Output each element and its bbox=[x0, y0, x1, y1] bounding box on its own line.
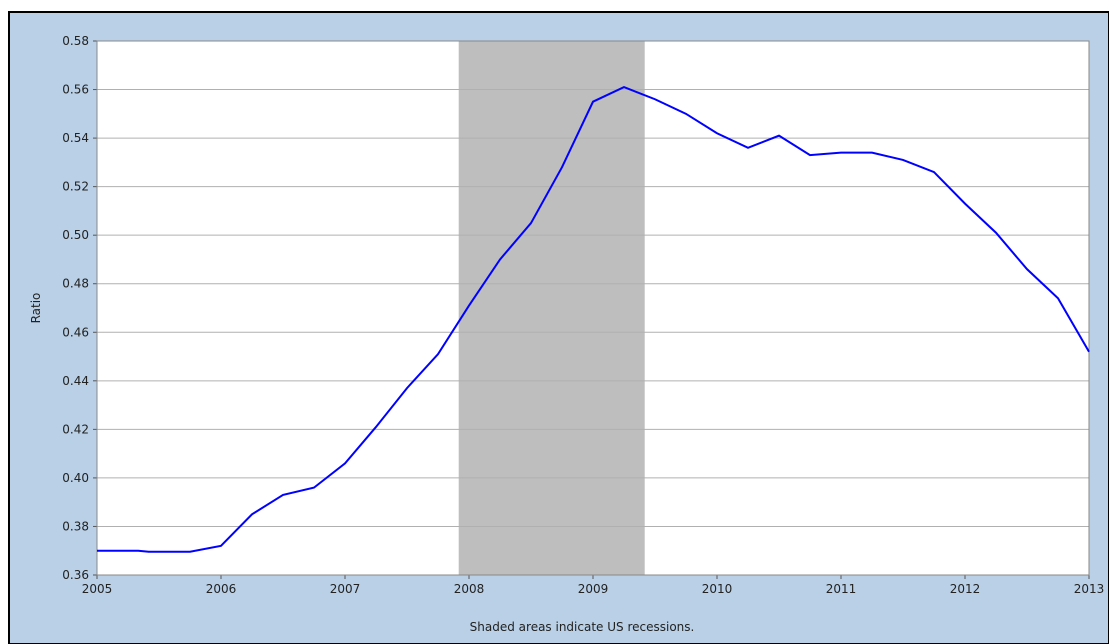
x-tick-label: 2006 bbox=[206, 582, 237, 596]
x-tick-label: 2012 bbox=[950, 582, 981, 596]
y-tick-label: 0.48 bbox=[62, 277, 89, 291]
x-tick-label: 2007 bbox=[330, 582, 361, 596]
data-line bbox=[97, 86, 1090, 553]
x-tick-label: 2009 bbox=[578, 582, 609, 596]
y-tick-label: 0.52 bbox=[62, 180, 89, 194]
y-tick-label: 0.58 bbox=[62, 34, 89, 48]
y-axis-label: Ratio bbox=[29, 293, 43, 324]
y-tick-label: 0.50 bbox=[62, 228, 89, 242]
y-tick-label: 0.56 bbox=[62, 83, 89, 97]
x-tick-label: 2013 bbox=[1074, 582, 1105, 596]
x-tick-label: 2010 bbox=[702, 582, 733, 596]
y-tick-label: 0.44 bbox=[62, 374, 89, 388]
plot-border bbox=[96, 40, 1090, 576]
x-tick-label: 2011 bbox=[826, 582, 857, 596]
y-tick-label: 0.36 bbox=[62, 568, 89, 582]
y-tick-label: 0.38 bbox=[62, 519, 89, 533]
recession-shade bbox=[458, 41, 645, 575]
x-tick-label: 2008 bbox=[454, 582, 485, 596]
recession-note: Shaded areas indicate US recessions. bbox=[470, 620, 695, 634]
y-tick-label: 0.42 bbox=[62, 422, 89, 436]
x-tick-label: 2005 bbox=[82, 582, 113, 596]
y-tick-label: 0.46 bbox=[62, 325, 89, 339]
y-tick-label: 0.54 bbox=[62, 131, 89, 145]
y-tick-label: 0.40 bbox=[62, 471, 89, 485]
